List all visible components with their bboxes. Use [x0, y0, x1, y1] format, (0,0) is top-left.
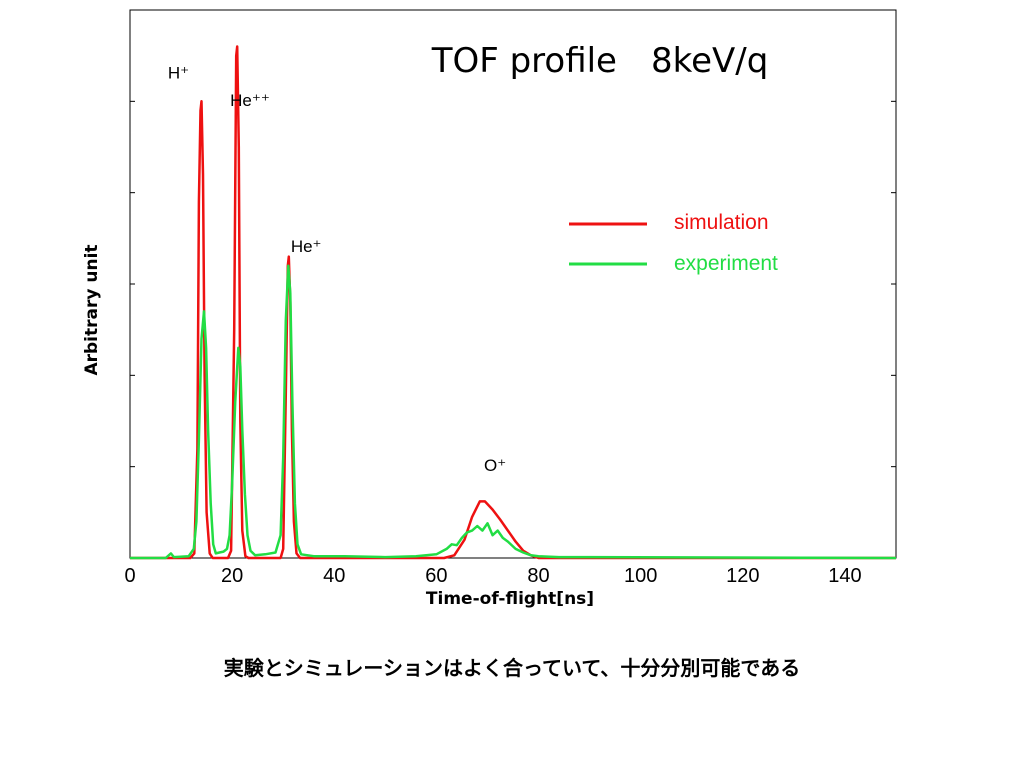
peak-label: He⁺⁺	[230, 91, 270, 110]
x-tick-label: 140	[828, 565, 861, 587]
x-tick-label: 100	[624, 565, 657, 587]
series-line-simulation	[130, 45, 896, 560]
peak-label: H⁺	[168, 64, 189, 83]
y-ticks	[130, 100, 896, 468]
x-tick-label: 120	[726, 565, 759, 587]
series-line-experiment	[130, 264, 897, 560]
peak-labels: H⁺ He⁺⁺ He⁺ O⁺	[168, 64, 506, 476]
x-tick-labels: 0 20 40 60 80 100 120 140	[124, 565, 861, 587]
x-tick-label: 0	[124, 565, 135, 587]
caption: 実験とシミュレーションはよく合っていて、十分分別可能である	[223, 656, 801, 680]
x-tick-label: 80	[527, 565, 549, 587]
peak-label: O⁺	[484, 456, 506, 475]
legend-experiment-label: experiment	[674, 252, 778, 275]
y-axis-title: Arbitrary unit	[82, 244, 102, 375]
legend-simulation-label: simulation	[674, 211, 769, 234]
x-tick-label: 20	[221, 565, 243, 587]
x-tick-label: 60	[425, 565, 447, 587]
chart-title: TOF profile 8keV/q	[431, 41, 769, 81]
series-layer	[130, 45, 897, 560]
x-axis-title: Time-of-flight[ns]	[426, 589, 594, 609]
peak-label: He⁺	[291, 237, 322, 256]
legend: simulation experiment	[569, 211, 778, 275]
x-tick-label: 40	[323, 565, 345, 587]
